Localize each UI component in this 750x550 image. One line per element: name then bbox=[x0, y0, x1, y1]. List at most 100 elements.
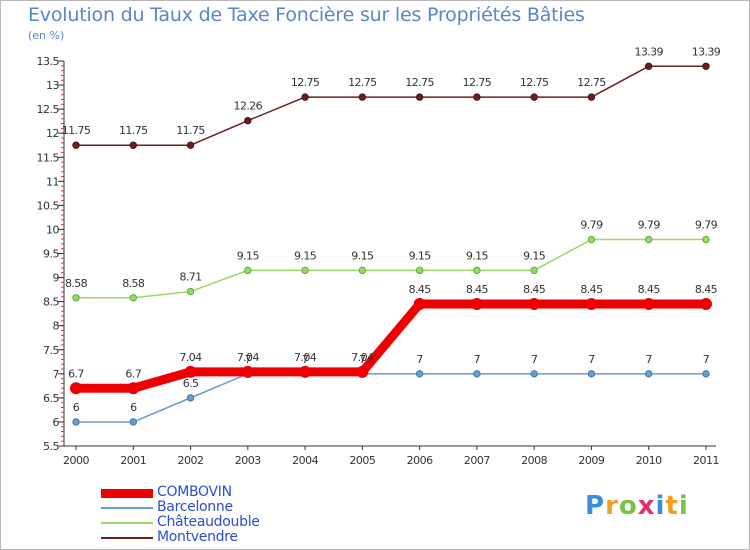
data-label-chateaudouble: 9.15 bbox=[523, 249, 546, 262]
legend-swatch-barcelonne bbox=[101, 507, 153, 509]
data-label-barcelonne: 7 bbox=[645, 353, 652, 366]
point-barcelonne bbox=[645, 370, 653, 378]
point-chateaudouble bbox=[72, 294, 80, 302]
point-montvendre bbox=[473, 93, 481, 101]
data-label-barcelonne: 7 bbox=[359, 353, 366, 366]
point-montvendre bbox=[186, 141, 195, 149]
data-label-chateaudouble: 9.79 bbox=[580, 219, 603, 232]
point-combovin bbox=[356, 365, 369, 378]
point-barcelonne bbox=[415, 370, 424, 378]
y-tick-label: 8.5 bbox=[43, 296, 59, 309]
data-label-montvendre: 12.75 bbox=[291, 76, 320, 89]
data-label-montvendre: 12.75 bbox=[577, 76, 606, 89]
point-barcelonne bbox=[186, 394, 195, 402]
y-tick-label: 5.5 bbox=[43, 440, 59, 453]
point-combovin bbox=[241, 365, 254, 378]
data-label-montvendre: 12.75 bbox=[463, 76, 492, 89]
data-label-barcelonne: 7 bbox=[245, 353, 252, 366]
point-combovin bbox=[528, 298, 541, 311]
proxiti-logo: Proxiti bbox=[585, 491, 689, 521]
y-tick-label: 13 bbox=[46, 79, 59, 92]
x-tick-label: 2005 bbox=[349, 454, 375, 467]
logo-letter: t bbox=[665, 491, 679, 521]
axes: 5.5 6 6.5 7 7.5 8 8.5 9 9.5 10 10.5 11 11.5 12 12.5 13 1… bbox=[37, 55, 720, 467]
data-label-combovin: 8.45 bbox=[695, 283, 718, 296]
point-barcelonne bbox=[530, 370, 538, 378]
y-tick-label: 11 bbox=[46, 175, 59, 188]
data-label-montvendre: 11.75 bbox=[119, 124, 148, 137]
x-tick-label: 2006 bbox=[407, 454, 433, 467]
data-label-montvendre: 12.75 bbox=[520, 76, 549, 89]
point-chateaudouble bbox=[530, 266, 538, 275]
series-line-barcelonne bbox=[75, 373, 707, 423]
point-combovin bbox=[470, 298, 483, 311]
data-label-montvendre: 11.75 bbox=[62, 124, 91, 137]
point-combovin bbox=[184, 365, 197, 378]
x-tick-label: 2004 bbox=[292, 454, 318, 467]
logo-letter: i bbox=[678, 491, 689, 521]
point-barcelonne bbox=[129, 418, 137, 426]
series-line-montvendre bbox=[75, 65, 707, 146]
point-montvendre bbox=[702, 62, 710, 70]
data-label-chateaudouble: 8.58 bbox=[65, 277, 88, 290]
x-tick-label: 2008 bbox=[521, 454, 547, 467]
legend-label-barcelonne: Barcelonne bbox=[157, 499, 233, 515]
legend-swatch-montvendre bbox=[101, 537, 153, 539]
legend-swatch-chateaudouble bbox=[101, 522, 153, 524]
point-chateaudouble bbox=[645, 235, 653, 244]
data-label-combovin: 8.45 bbox=[580, 283, 603, 296]
data-label-combovin: 8.45 bbox=[523, 283, 546, 296]
data-label-chateaudouble: 9.15 bbox=[294, 249, 317, 262]
data-label-chateaudouble: 9.15 bbox=[409, 249, 432, 262]
point-combovin bbox=[413, 298, 426, 311]
legend-label-montvendre: Montvendre bbox=[157, 529, 238, 545]
x-tick-label: 2011 bbox=[693, 454, 719, 467]
y-tick-label: 7.5 bbox=[43, 344, 59, 357]
y-tick-label: 10.5 bbox=[37, 199, 60, 212]
data-labels: 11.75 11.75 11.75 12.26 12.75 12.75 12.75 12.75… bbox=[62, 45, 722, 414]
data-label-barcelonne: 7 bbox=[531, 353, 538, 366]
series-line-combovin bbox=[71, 299, 711, 393]
data-label-chateaudouble: 9.79 bbox=[638, 219, 661, 232]
y-tick-label: 10 bbox=[46, 223, 59, 236]
data-label-combovin: 7.04 bbox=[237, 351, 260, 364]
chart-title: Evolution du Taux de Taxe Foncière sur l… bbox=[28, 4, 585, 26]
point-montvendre bbox=[129, 141, 137, 149]
point-montvendre bbox=[530, 93, 538, 101]
data-label-combovin: 7.04 bbox=[294, 351, 317, 364]
legend-label-chateaudouble: Châteaudouble bbox=[157, 514, 260, 530]
y-tick-label: 6.5 bbox=[43, 392, 59, 405]
data-label-barcelonne: 7 bbox=[703, 353, 710, 366]
data-label-barcelonne: 6 bbox=[130, 401, 137, 414]
data-label-montvendre: 12.26 bbox=[234, 100, 263, 113]
data-label-barcelonne: 7 bbox=[416, 353, 423, 366]
x-tick-label: 2010 bbox=[636, 454, 662, 467]
point-barcelonne bbox=[702, 370, 710, 378]
unit-label: (en %) bbox=[28, 29, 65, 42]
data-label-combovin: 6.7 bbox=[125, 367, 141, 380]
y-tick-label: 6 bbox=[53, 416, 60, 429]
point-montvendre bbox=[301, 93, 309, 101]
series-layer bbox=[70, 62, 712, 426]
data-label-combovin: 8.45 bbox=[638, 283, 661, 296]
data-label-combovin: 8.45 bbox=[409, 283, 432, 296]
data-label-montvendre: 11.75 bbox=[176, 124, 205, 137]
point-barcelonne bbox=[473, 370, 481, 378]
data-label-montvendre: 12.75 bbox=[405, 76, 434, 89]
y-tick-label: 9 bbox=[53, 272, 60, 285]
y-tick-label: 8 bbox=[53, 320, 60, 333]
point-montvendre bbox=[244, 116, 252, 125]
point-chateaudouble bbox=[415, 266, 424, 275]
data-label-chateaudouble: 9.79 bbox=[695, 219, 718, 232]
logo-letter: P bbox=[585, 491, 606, 521]
point-combovin bbox=[642, 298, 655, 311]
data-label-montvendre: 13.39 bbox=[692, 45, 721, 58]
data-label-chateaudouble: 8.71 bbox=[179, 271, 201, 284]
y-tick-label: 13.5 bbox=[37, 55, 60, 68]
x-tick-label: 2007 bbox=[464, 454, 490, 467]
point-chateaudouble bbox=[244, 266, 252, 275]
data-label-chateaudouble: 9.15 bbox=[237, 249, 260, 262]
x-tick-label: 2009 bbox=[578, 454, 604, 467]
